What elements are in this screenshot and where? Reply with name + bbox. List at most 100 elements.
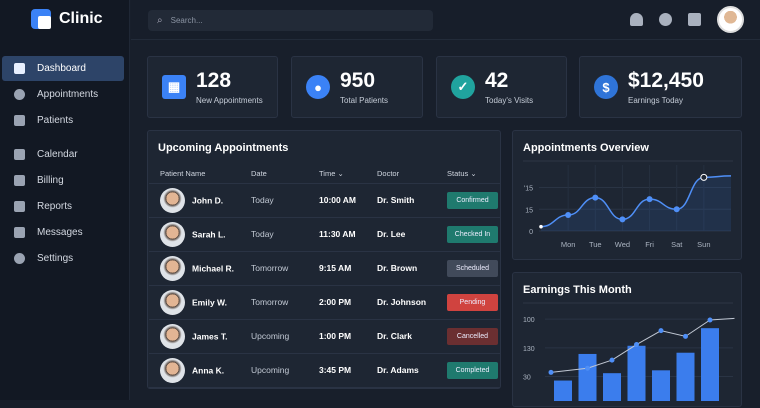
trend-point [585, 365, 590, 371]
status-badge[interactable]: Confirmed [447, 191, 498, 209]
x-tick-label: Mon [561, 240, 576, 249]
patient-name: Sarah L. [192, 229, 226, 239]
sidebar-item-patients[interactable]: Patients [2, 108, 124, 133]
table-row[interactable]: James T. Upcoming 1:00 PM Dr. Clark Canc… [149, 319, 500, 354]
date-cell: Tomorrow [240, 251, 308, 286]
sidebar-item-settings[interactable]: Settings [2, 246, 124, 271]
patient-name: Michael R. [192, 263, 235, 273]
time-cell: 9:15 AM [308, 251, 366, 286]
help-icon[interactable] [659, 13, 672, 26]
status-badge[interactable]: Checked In [447, 225, 498, 243]
table-row[interactable]: Michael R. Tomorrow 9:15 AM Dr. Brown Sc… [149, 251, 500, 286]
status-cell: Pending [436, 285, 500, 320]
status-badge[interactable]: Completed [447, 361, 498, 379]
column-status[interactable]: Status ⌄ [436, 165, 500, 184]
bell-icon[interactable] [630, 13, 643, 26]
bar [578, 353, 597, 401]
clinic-logo-icon [31, 9, 51, 29]
dollar-icon: $ [594, 75, 618, 99]
sidebar-item-label: Reports [37, 201, 73, 212]
status-badge[interactable]: Cancelled [447, 327, 498, 345]
y-tick-label: 15 [525, 207, 533, 214]
table-row[interactable]: Sarah L. Today 11:30 AM Dr. Lee Checked … [149, 217, 500, 252]
status-badge[interactable]: Pending [447, 293, 498, 311]
panel-title: Upcoming Appointments [158, 142, 289, 154]
doctor-cell: Dr. Smith [366, 183, 436, 218]
patient-cell: Emily W. [149, 285, 240, 320]
y-tick-label: 130 [523, 346, 535, 353]
data-point [646, 196, 653, 203]
date-cell: Today [240, 183, 308, 218]
time-cell: 3:45 PM [308, 353, 366, 388]
sidebar-item-dashboard[interactable]: Dashboard [2, 56, 124, 81]
stat-card-new-appointments: ▦ 128 New Appointments [147, 56, 278, 118]
patient-avatar [160, 221, 185, 247]
stat-label: New Appointments [196, 96, 263, 105]
bar [676, 352, 695, 401]
status-cell: Confirmed [436, 183, 500, 218]
patient-avatar [160, 323, 185, 349]
id-card-icon [14, 115, 25, 126]
status-cell: Checked In [436, 217, 500, 252]
doctor-cell: Dr. Johnson [366, 285, 436, 320]
trend-point [658, 328, 664, 334]
patient-name: Anna K. [192, 365, 225, 375]
column-date[interactable]: Date [240, 165, 308, 184]
user-avatar[interactable] [717, 6, 744, 33]
column-patient-name[interactable]: Patient Name [149, 165, 240, 184]
patient-name: Emily W. [192, 297, 227, 307]
data-point [619, 216, 626, 223]
stat-value: 42 [485, 69, 509, 92]
stat-card-earnings-today: $ $12,450 Earnings Today [579, 56, 742, 118]
status-badge[interactable]: Scheduled [447, 259, 498, 277]
date-cell: Today [240, 217, 308, 252]
patient-cell: James T. [149, 319, 240, 354]
user-icon: ● [306, 75, 330, 99]
time-cell: 10:00 AM [308, 183, 366, 218]
doctor-cell: Dr. Clark [366, 319, 436, 354]
sidebar-item-reports[interactable]: Reports [2, 194, 124, 219]
search-placeholder: Search... [170, 16, 203, 25]
chart-title: Earnings This Month [523, 284, 632, 296]
inbox-icon[interactable] [688, 13, 701, 26]
patient-name: James T. [192, 331, 228, 341]
table-row[interactable]: John D. Today 10:00 AM Dr. Smith Confirm… [149, 183, 500, 218]
sidebar-item-billing[interactable]: Billing [2, 168, 124, 193]
date-cell: Tomorrow [240, 285, 308, 320]
gear-icon [14, 253, 25, 264]
patient-cell: Michael R. [149, 251, 240, 286]
trend-point [683, 333, 688, 339]
logo[interactable]: Clinic [31, 9, 103, 29]
search-input[interactable]: ⌕ Search... [148, 10, 433, 31]
sidebar-item-label: Calendar [37, 149, 78, 160]
check-icon: ✓ [451, 75, 475, 99]
data-point [673, 206, 680, 213]
mail-icon [14, 227, 25, 238]
column-doctor[interactable]: Doctor [366, 165, 436, 184]
sidebar-item-label: Settings [37, 253, 74, 264]
table-row[interactable]: Emily W. Tomorrow 2:00 PM Dr. Johnson Pe… [149, 285, 500, 320]
column-time[interactable]: Time ⌄ [308, 165, 366, 184]
billing-icon [14, 175, 25, 186]
search-icon: ⌕ [157, 15, 163, 26]
bar [554, 380, 572, 401]
table-row[interactable]: Anna K. Upcoming 3:45 PM Dr. Adams Compl… [149, 353, 500, 388]
appointments-table: Patient Name Date Time ⌄ Doctor Status ⌄… [149, 165, 500, 388]
calendar-icon [14, 149, 25, 160]
reports-icon [14, 201, 25, 212]
x-tick-label: Sun [697, 240, 710, 249]
patient-avatar [160, 255, 185, 281]
sidebar-item-messages[interactable]: Messages [2, 220, 124, 245]
sidebar: Clinic Dashboard Appointments Patients C… [0, 0, 130, 400]
data-point [700, 173, 708, 181]
trend-line [550, 317, 735, 373]
patient-avatar [160, 187, 185, 213]
sidebar-item-appointments[interactable]: Appointments [2, 82, 124, 107]
time-cell: 2:00 PM [308, 285, 366, 320]
stat-card-todays-visits: ✓ 42 Today's Visits [436, 56, 567, 118]
x-tick-label: Wed [615, 240, 630, 249]
sidebar-item-calendar[interactable]: Calendar [2, 142, 124, 167]
date-cell: Upcoming [240, 319, 308, 354]
app-title: Clinic [59, 10, 103, 27]
data-point [565, 212, 572, 219]
